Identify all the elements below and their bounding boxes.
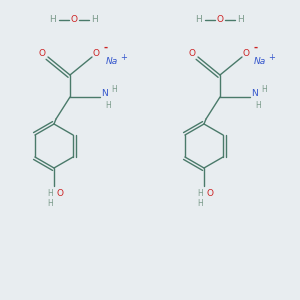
Text: O: O (38, 50, 46, 58)
Text: O: O (92, 49, 100, 58)
Text: H: H (91, 16, 98, 25)
Text: H: H (261, 85, 267, 94)
Text: -: - (104, 43, 108, 53)
Text: N: N (100, 89, 107, 98)
Text: H: H (47, 200, 53, 208)
Text: H: H (255, 100, 261, 109)
Text: O: O (206, 190, 214, 199)
Text: H: H (197, 190, 203, 199)
Text: H: H (105, 100, 111, 109)
Text: O: O (242, 49, 250, 58)
Text: H: H (195, 16, 201, 25)
Text: O: O (188, 50, 196, 58)
Text: O: O (70, 16, 77, 25)
Text: O: O (217, 16, 224, 25)
Text: H: H (111, 85, 117, 94)
Text: N: N (250, 89, 257, 98)
Text: H: H (197, 200, 203, 208)
Text: H: H (237, 16, 243, 25)
Text: Na: Na (106, 58, 118, 67)
Text: Na: Na (254, 58, 266, 67)
Text: -: - (254, 43, 258, 53)
Text: +: + (121, 53, 128, 62)
Text: H: H (47, 190, 53, 199)
Text: O: O (56, 190, 64, 199)
Text: H: H (49, 16, 56, 25)
Text: +: + (268, 53, 275, 62)
